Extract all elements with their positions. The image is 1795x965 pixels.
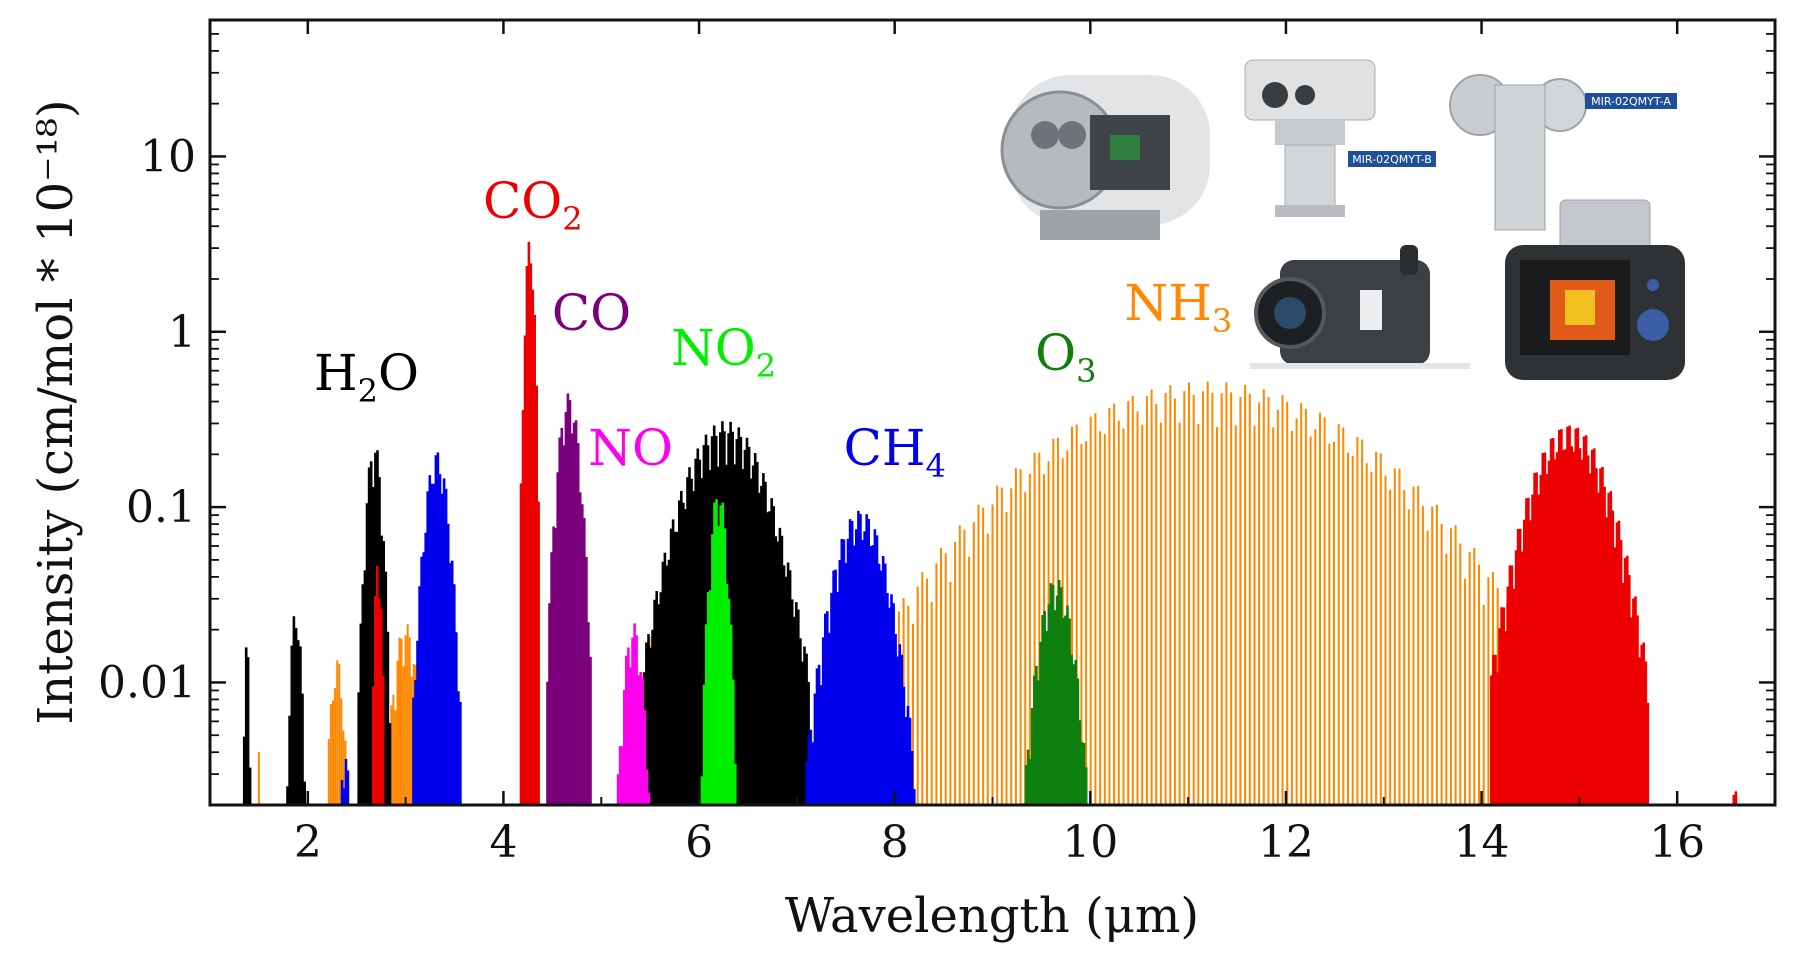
device-photos: MIR-02QMYT-B MIR-02QMYT-A bbox=[1000, 59, 1685, 380]
x-tick-label: 8 bbox=[881, 817, 909, 868]
gas-label-nh3: NH3 bbox=[1124, 274, 1232, 340]
x-tick-label: 14 bbox=[1454, 817, 1510, 868]
series-nh3 bbox=[257, 381, 1532, 805]
y-axis-title: Intensity (cm/mol * 10⁻¹⁸) bbox=[28, 99, 84, 724]
y-tick-label: 0.1 bbox=[126, 482, 196, 533]
spectral-bars bbox=[242, 241, 1738, 805]
series-no2 bbox=[700, 499, 737, 805]
handheld-gas-imaging-camera bbox=[1250, 245, 1470, 369]
series-ch4 bbox=[340, 452, 916, 805]
gas-label-no: NO bbox=[588, 419, 673, 477]
gas-label-h2o: H2O bbox=[314, 344, 419, 410]
x-tick-label: 4 bbox=[489, 817, 517, 868]
y-tick-label: 1 bbox=[168, 307, 196, 358]
series-no bbox=[616, 623, 651, 805]
y-tick-label: 0.01 bbox=[98, 657, 196, 708]
gas-labels: H2O CO2 CO NO NO2 CH4 O3 NH3 bbox=[314, 172, 1232, 485]
x-axis: 2 4 6 8 10 12 14 16 bbox=[209, 20, 1776, 868]
gas-label-co2: CO2 bbox=[483, 172, 583, 238]
series-co2 bbox=[371, 241, 1738, 805]
gas-label-ch4: CH4 bbox=[844, 419, 946, 485]
pan-tilt-gas-imager-b: MIR-02QMYT-B bbox=[1244, 59, 1436, 217]
device-tag-a: MIR-02QMYT-A bbox=[1591, 95, 1671, 108]
gas-label-o3: O3 bbox=[1035, 324, 1096, 390]
x-tick-label: 2 bbox=[294, 817, 322, 868]
device-tag-b: MIR-02QMYT-B bbox=[1352, 153, 1432, 166]
gas-label-co: CO bbox=[552, 284, 631, 342]
y-tick-label: 10 bbox=[140, 131, 196, 182]
handheld-infrared-camera bbox=[1505, 245, 1685, 380]
x-tick-label: 16 bbox=[1649, 817, 1705, 868]
explosion-proof-thermal-camera bbox=[1000, 75, 1210, 240]
series-co bbox=[546, 393, 592, 805]
x-tick-label: 12 bbox=[1258, 817, 1314, 868]
x-tick-label: 10 bbox=[1062, 817, 1118, 868]
x-axis-title: Wavelength (μm) bbox=[785, 888, 1199, 944]
y-axis: 0.01 0.1 1 10 bbox=[98, 19, 1775, 806]
gas-label-no2: NO2 bbox=[671, 319, 776, 385]
series-o3 bbox=[1022, 580, 1088, 805]
x-tick-label: 6 bbox=[685, 817, 713, 868]
explosion-proof-gas-imager-a: MIR-02QMYT-A bbox=[1449, 74, 1677, 256]
